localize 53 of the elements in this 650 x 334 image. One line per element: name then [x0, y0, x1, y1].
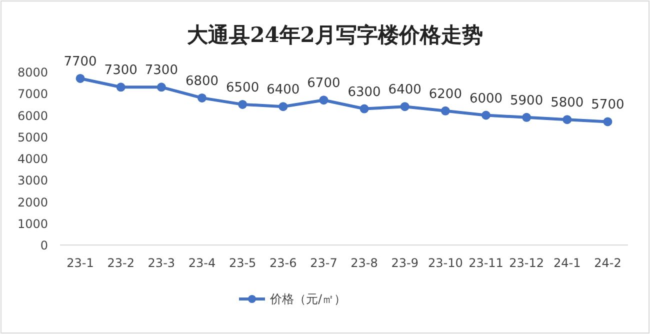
point: [603, 117, 612, 126]
y-tick-label: 2000: [17, 195, 48, 210]
x-tick-label: 23-10: [428, 256, 463, 270]
y-tick-label: 6000: [17, 108, 48, 123]
point: [278, 102, 288, 112]
point: [400, 102, 410, 112]
point: [522, 112, 532, 122]
point: [116, 82, 126, 92]
point: [562, 115, 572, 124]
x-tick-label: 23-8: [350, 256, 378, 270]
data-label: 7300: [104, 63, 138, 78]
data-label: 6300: [348, 84, 381, 100]
point: [319, 96, 328, 105]
point: [440, 106, 450, 116]
x-tick-label: 23-1: [66, 256, 94, 270]
x-tick-label: 23-4: [188, 256, 216, 270]
data-label: 5700: [591, 98, 624, 113]
point: [360, 104, 369, 114]
x-tick-label: 23-6: [270, 256, 297, 270]
data-label: 6500: [226, 80, 260, 96]
x-tick-label: 23-3: [148, 256, 176, 270]
y-tick-label: 3000: [17, 174, 48, 188]
data-label: 6200: [428, 86, 462, 102]
x-tick-label: 23-2: [107, 256, 134, 270]
data-label: 5900: [510, 93, 544, 108]
data-label: 7300: [144, 63, 178, 78]
x-tick-label: 23-12: [509, 256, 544, 270]
point: [76, 74, 85, 83]
data-label: 6700: [307, 76, 340, 92]
chart-title: 大通县24年2月写字楼价格走势: [187, 22, 483, 47]
y-tick-label: 1000: [17, 216, 48, 231]
x-tick-label: 24-2: [594, 256, 622, 270]
y-tick-label: 5000: [17, 130, 48, 144]
point: [238, 100, 248, 109]
y-tick-label: 0: [40, 238, 48, 252]
y-tick-label: 7000: [17, 87, 48, 102]
legend-label: 价格（元/㎡）: [269, 292, 346, 306]
y-tick-label: 8000: [17, 66, 48, 80]
x-tick-label: 23-9: [391, 256, 418, 270]
data-label: 6800: [185, 74, 219, 89]
point: [198, 93, 206, 102]
data-label: 6400: [266, 82, 300, 98]
point: [156, 82, 166, 92]
x-tick-label: 23-11: [468, 256, 504, 270]
x-tick-label: 24-1: [554, 256, 581, 270]
data-label: 7700: [64, 54, 97, 70]
y-tick-label: 4000: [17, 152, 48, 166]
data-label: 6000: [469, 91, 503, 106]
data-label: 6400: [388, 82, 422, 98]
data-label: 5800: [550, 96, 584, 111]
x-tick-label: 23-7: [310, 256, 338, 270]
x-tick-label: 23-5: [228, 256, 256, 270]
point: [482, 110, 490, 120]
